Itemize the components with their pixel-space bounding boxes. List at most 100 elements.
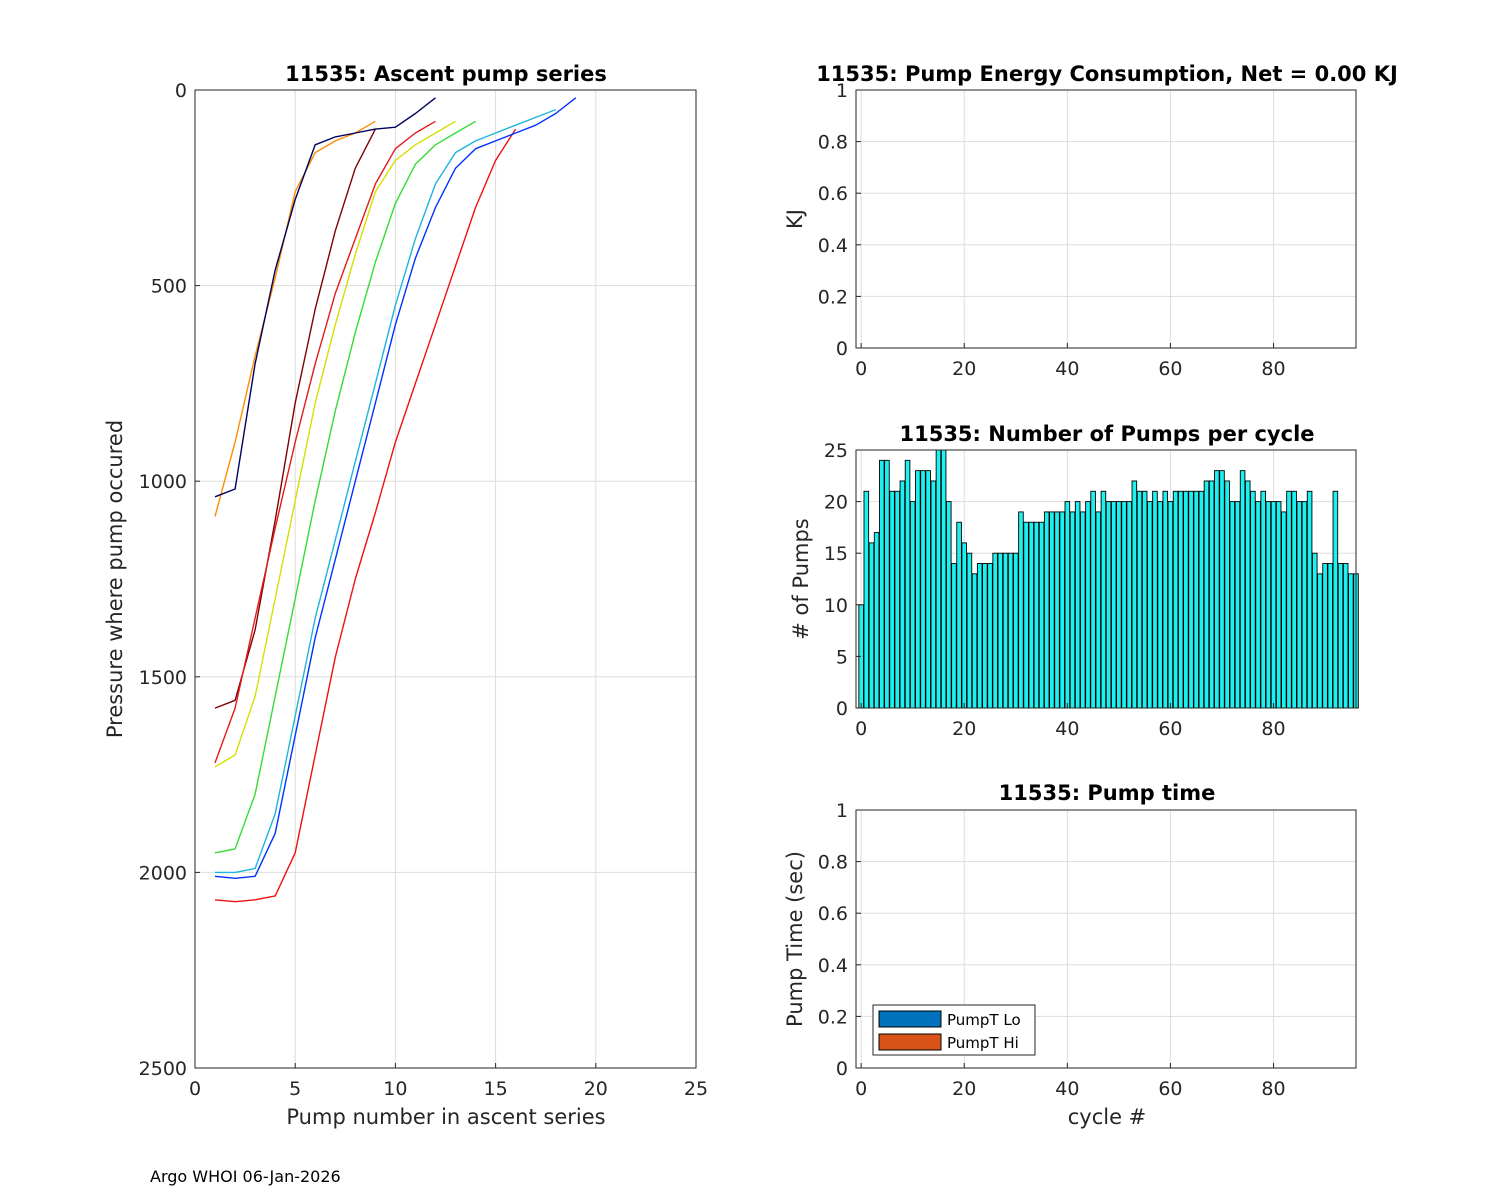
- pumps-bar: [889, 490, 895, 709]
- pumps-bar: [1229, 501, 1236, 709]
- pumps-bar: [971, 573, 978, 709]
- pumps-bar: [1332, 490, 1339, 709]
- pumps-ytick-label: 10: [824, 595, 848, 617]
- ascent-ylabel: Pressure where pump occured: [103, 420, 127, 738]
- pumps-bar: [951, 563, 957, 709]
- pumps-bar: [1136, 490, 1143, 709]
- pumps-bar: [1250, 490, 1256, 709]
- pumps-bar: [1260, 490, 1266, 709]
- ascent-series-group: [214, 97, 577, 903]
- pumptime-xtick-label: 40: [1055, 1078, 1079, 1100]
- pumps-xtick-label: 40: [1055, 718, 1079, 740]
- pumps-bar: [961, 542, 968, 709]
- pumptime-ytick-label: 0.2: [818, 1006, 848, 1028]
- pumps-bar: [1239, 470, 1246, 709]
- pumps-bar: [1085, 501, 1091, 709]
- energy-xtick-label: 20: [952, 358, 976, 380]
- pumptime-title: 11535: Pump time: [999, 781, 1216, 805]
- pumptime-xtick-label: 80: [1261, 1078, 1285, 1100]
- pumps-bar: [1301, 501, 1308, 709]
- pumps-bar: [1203, 480, 1210, 709]
- pumps-bar: [879, 459, 885, 709]
- pumps-bar: [1064, 501, 1071, 709]
- pumps-bar: [1100, 490, 1107, 709]
- pumps-bar: [1255, 501, 1261, 709]
- ascent-xtick-label: 5: [289, 1078, 301, 1100]
- energy-xtick-label: 40: [1055, 358, 1079, 380]
- energy-ytick-label: 0: [836, 338, 848, 360]
- ascent-series-line: [214, 120, 476, 854]
- pumps-bar: [1002, 552, 1009, 709]
- ascent-series-line: [215, 108, 556, 874]
- legend-swatch-hi: [878, 1033, 942, 1051]
- pumps-bar: [1275, 501, 1282, 709]
- pumps-bar: [1208, 480, 1215, 709]
- pumps-bar: [1080, 511, 1086, 709]
- ascent-series-line: [214, 128, 517, 903]
- pumps-bar: [1157, 501, 1163, 709]
- pumps-bar: [1074, 501, 1081, 709]
- pumptime-ylabel: Pump Time (sec): [783, 851, 807, 1027]
- pumps-bar: [873, 532, 880, 709]
- energy-xtick-label: 80: [1261, 358, 1285, 380]
- pumps-bar: [894, 490, 901, 709]
- pumps-bar: [940, 449, 947, 709]
- pumps-bar: [904, 459, 911, 709]
- pumps-bar: [1214, 470, 1220, 709]
- pumptime-ytick-label: 0.4: [818, 955, 848, 977]
- pumps-bar: [1131, 480, 1138, 709]
- pumps-bar: [1116, 501, 1122, 709]
- energy-title: 11535: Pump Energy Consumption, Net = 0.…: [816, 62, 1398, 86]
- pumps-ytick-label: 0: [836, 698, 848, 720]
- pumps-bar: [1265, 501, 1272, 709]
- ascent-ytick-label: 500: [151, 276, 187, 298]
- pumps-bar: [946, 501, 952, 709]
- pumps-bar: [1038, 521, 1045, 709]
- pumps-bar: [976, 563, 983, 709]
- pumps-bar: [992, 552, 998, 709]
- pumps-bar: [1172, 490, 1179, 709]
- pumps-bar: [925, 470, 931, 709]
- pumps-bar: [915, 470, 921, 709]
- pumps-bar: [1110, 501, 1117, 709]
- pumptime-ticks: 0 20 40 60 80 0 0.2 0.4 0.6 0.8 1: [818, 800, 1286, 1100]
- pumps-bar: [1069, 511, 1076, 709]
- pumps-bar: [1126, 501, 1132, 709]
- energy-xtick-label: 0: [855, 358, 867, 380]
- pumptime-ytick-label: 1: [836, 800, 848, 822]
- pumps-bar: [1188, 490, 1194, 709]
- pumps-bar: [1152, 490, 1158, 709]
- pumptime-panel: 0 20 40 60 80 0 0.2 0.4 0.6 0.8 1 11535: Pump time…: [783, 781, 1357, 1129]
- pumptime-legend: PumpT Lo PumpT Hi: [872, 1004, 1036, 1056]
- energy-ticks: 0 20 40 60 80 0 0.2 0.4 0.6 0.8 1: [818, 80, 1286, 380]
- ascent-xlabel: Pump number in ascent series: [286, 1105, 605, 1129]
- legend-label-lo: PumpT Lo: [947, 1011, 1021, 1029]
- pumps-bar: [1270, 501, 1277, 709]
- pumps-bar: [863, 490, 870, 709]
- pumps-bar: [1177, 490, 1184, 709]
- pumps-bar: [920, 470, 926, 709]
- energy-ytick-label: 0.2: [818, 286, 848, 308]
- legend-label-hi: PumpT Hi: [947, 1034, 1019, 1052]
- pumps-bar: [899, 480, 906, 709]
- pumps-bar: [1224, 480, 1230, 709]
- pumps-bar: [1043, 511, 1050, 709]
- ascent-series-line: [214, 120, 436, 764]
- pumps-bar: [1028, 521, 1035, 709]
- pumps-bar: [982, 563, 988, 709]
- pumps-bar: [1327, 563, 1334, 709]
- pumps-bar: [966, 552, 973, 709]
- pumps-title: 11535: Number of Pumps per cycle: [899, 422, 1314, 446]
- pumps-bar: [1348, 573, 1354, 709]
- ascent-ytick-label: 1500: [139, 667, 187, 689]
- pumps-bar: [1018, 511, 1024, 709]
- energy-ylabel: KJ: [783, 209, 807, 229]
- pumptime-xtick-label: 20: [952, 1078, 976, 1100]
- pumps-bar: [1059, 511, 1065, 709]
- pumps-bar: [1311, 552, 1318, 709]
- pumptime-ytick-label: 0.8: [818, 852, 848, 874]
- ascent-ticks: 0 5 10 15 20 25 0 500 1000 1500 2000 2500: [139, 80, 708, 1100]
- pumps-bar: [1162, 490, 1169, 709]
- ascent-series-line: [214, 97, 436, 498]
